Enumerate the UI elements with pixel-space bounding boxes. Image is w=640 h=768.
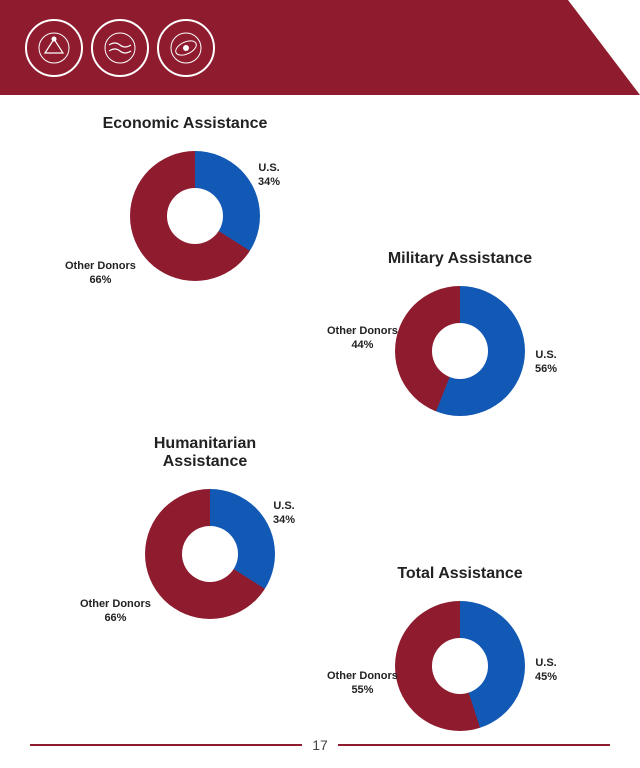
us-label: U.S.56%	[535, 348, 557, 377]
intelligence-seal-icon	[157, 19, 215, 77]
other-donors-label: Other Donors66%	[80, 597, 151, 626]
page-number: 17	[302, 737, 338, 753]
armed-services-seal-icon	[91, 19, 149, 77]
foreign-affairs-seal-icon	[25, 19, 83, 77]
chart-economic: Economic AssistanceU.S.34%Other Donors66…	[110, 115, 280, 291]
donut-chart: U.S.56%Other Donors44%	[385, 276, 535, 426]
chart-total: Total Assistance U.S.45%Other Donors55%	[375, 565, 545, 741]
donut-chart: U.S.34%Other Donors66%	[120, 141, 270, 291]
donut-hole	[167, 188, 223, 244]
chart-title: Military Assistance	[375, 250, 545, 268]
donut-hole	[432, 323, 488, 379]
footer-rule-right	[338, 744, 610, 746]
page-footer: 17	[30, 737, 610, 753]
chart-military: Military Assistance U.S.56%Other Donors44…	[375, 250, 545, 426]
other-donors-label: Other Donors55%	[327, 669, 398, 698]
footer-rule-left	[30, 744, 302, 746]
us-label: U.S.34%	[258, 161, 280, 190]
donut-hole	[432, 638, 488, 694]
chart-humanitarian: Humanitarian AssistanceU.S.34%Other Dono…	[125, 435, 295, 629]
other-donors-label: Other Donors66%	[65, 259, 136, 288]
page-content: Economic AssistanceU.S.34%Other Donors66…	[0, 95, 640, 768]
other-donors-label: Other Donors44%	[327, 324, 398, 353]
chart-title: Economic Assistance	[90, 115, 280, 133]
us-label: U.S.34%	[273, 499, 295, 528]
us-label: U.S.45%	[535, 656, 557, 685]
donut-chart: U.S.45%Other Donors55%	[385, 591, 535, 741]
chart-title: Humanitarian Assistance	[115, 435, 295, 471]
header-banner	[0, 0, 640, 95]
donut-chart: U.S.34%Other Donors66%	[135, 479, 285, 629]
donut-hole	[182, 526, 238, 582]
chart-title: Total Assistance	[375, 565, 545, 583]
